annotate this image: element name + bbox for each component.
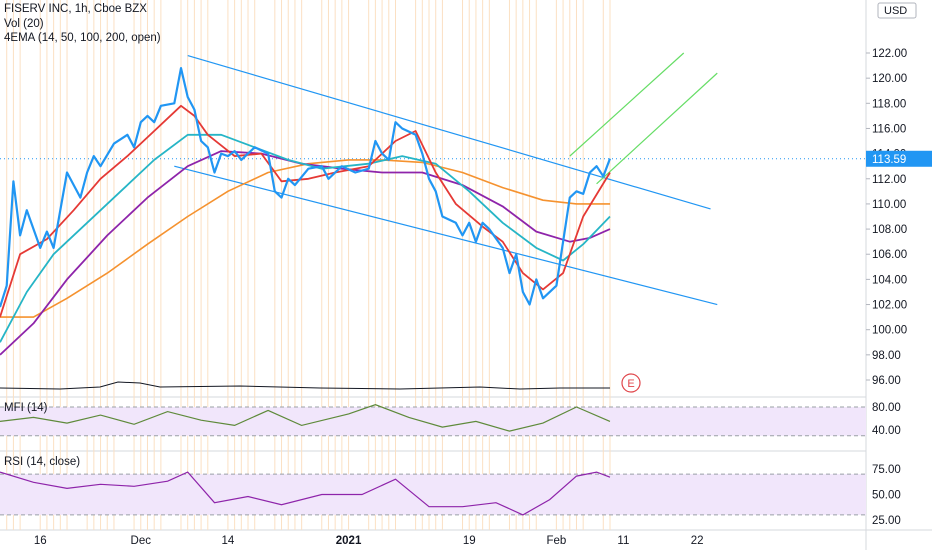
rsi-tick-label: 75.00 (872, 464, 901, 476)
price-tick-label: 112.00 (872, 174, 906, 186)
rsi-tick-label: 25.00 (872, 515, 901, 527)
earnings-marker-label: E (627, 378, 634, 390)
price-tick-label: 116.00 (872, 123, 906, 135)
price-tick-label: 120.00 (872, 73, 907, 85)
symbol-title[interactable]: FISERV INC, 1h, Cboe BZX (4, 3, 147, 15)
projection-2-line (596, 72, 718, 185)
session-lines (6, 0, 611, 530)
currency-box (877, 2, 917, 19)
mfi-tick-label: 80.00 (872, 402, 901, 414)
price-tick-label: 108.00 (872, 224, 907, 236)
volume-average-line (0, 381, 610, 390)
price-axis-currency: USD (884, 5, 907, 17)
ema14-series-line (0, 104, 611, 318)
time-tick-label: Dec (131, 535, 152, 547)
ema-legend[interactable]: 4EMA (14, 50, 100, 200, open) (4, 32, 161, 44)
channel-upper-line (187, 54, 711, 210)
ema50-series-line (0, 133, 611, 343)
time-tick-label: 19 (463, 535, 476, 547)
time-tick-label: 11 (617, 535, 629, 547)
time-tick-label: 14 (222, 535, 235, 547)
channel-lower-line (174, 165, 718, 306)
price-tick-label: 106.00 (872, 249, 907, 261)
price-tick-label: 110.00 (872, 199, 906, 211)
rsi-series-line (0, 471, 611, 516)
time-tick-label: 16 (34, 535, 47, 547)
rsi-tick-label: 50.00 (872, 490, 901, 502)
volume-legend[interactable]: Vol (20) (4, 18, 44, 30)
time-tick-label: Feb (546, 535, 566, 547)
price-tick-label: 96.00 (872, 375, 901, 387)
mfi-tick-label: 40.00 (872, 425, 901, 437)
mfi-series-line (0, 404, 611, 432)
current-price-label: 113.59 (872, 154, 906, 166)
price-tick-label: 122.00 (872, 48, 907, 60)
projection-1-line (569, 52, 685, 157)
mfi-band (0, 407, 866, 436)
price-series-line (0, 67, 612, 308)
rsi-legend[interactable]: RSI (14, close) (4, 456, 81, 468)
price-tick-label: 100.00 (872, 325, 907, 337)
price-tick-label: 104.00 (872, 274, 907, 286)
time-tick-label: 22 (691, 535, 704, 547)
price-tick-label: 98.00 (872, 350, 901, 362)
ema200-series-line (0, 159, 610, 318)
rsi-band (0, 474, 866, 515)
ema100-series-line (0, 150, 611, 356)
earnings-marker (621, 373, 641, 393)
current-price-tag (866, 150, 932, 167)
mfi-legend[interactable]: MFI (14) (4, 402, 48, 414)
price-tick-label: 102.00 (872, 300, 907, 312)
time-tick-label: 2021 (336, 535, 362, 547)
price-tick-label: 118.00 (872, 98, 906, 110)
